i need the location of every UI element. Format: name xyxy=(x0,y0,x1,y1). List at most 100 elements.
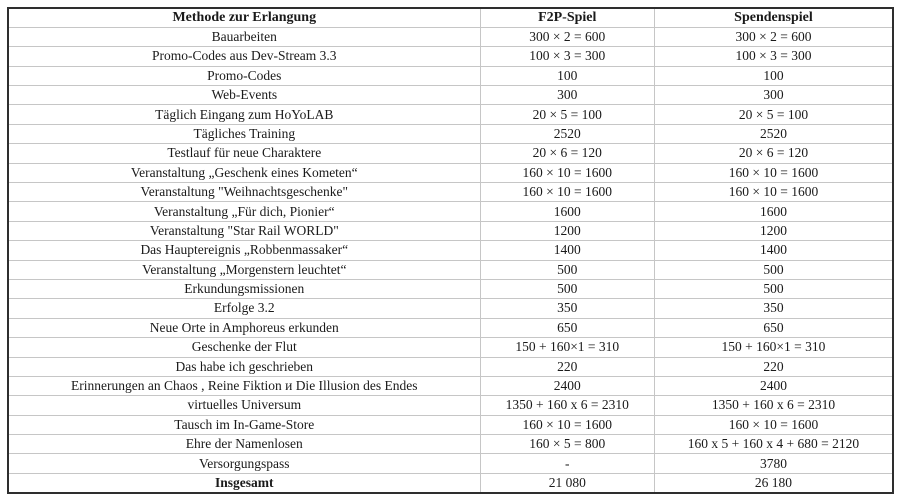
method-cell: Bauarbeiten xyxy=(7,26,481,48)
f2p-cell: 350 xyxy=(479,298,655,319)
donation-cell: 160 × 10 = 1600 xyxy=(653,182,894,203)
method-cell: Erinnerungen an Chaos , Reine Fiktion и … xyxy=(7,375,481,397)
f2p-cell: 1400 xyxy=(479,240,655,261)
f2p-cell: - xyxy=(479,453,655,474)
f2p-cell: 20 × 6 = 120 xyxy=(479,143,655,164)
total-f2p-value: 21 080 xyxy=(479,472,655,494)
table-row: Veranstaltung „Geschenk eines Kometen“ 16… xyxy=(7,162,894,184)
donation-cell: 650 xyxy=(653,317,894,339)
method-cell: Veranstaltung "Weihnachtsgeschenke" xyxy=(7,182,481,203)
f2p-cell: 300 × 2 = 600 xyxy=(479,26,655,48)
donation-cell: 20 × 6 = 120 xyxy=(653,143,894,164)
total-donation-value: 26 180 xyxy=(653,472,894,494)
header-donation: Spendenspiel xyxy=(653,7,894,28)
table-row: Veranstaltung "Star Rail WORLD" 1200 1200 xyxy=(7,220,894,242)
header-method: Methode zur Erlangung xyxy=(7,7,481,28)
table-row: Das habe ich geschrieben 220 220 xyxy=(7,356,894,377)
donation-cell: 1200 xyxy=(653,220,894,242)
donation-cell: 100 xyxy=(653,65,894,87)
total-row: Insgesamt 21 080 26 180 xyxy=(7,472,894,494)
donation-cell: 300 × 2 = 600 xyxy=(653,26,894,48)
method-cell: Testlauf für neue Charaktere xyxy=(7,143,481,164)
total-label: Insgesamt xyxy=(7,472,481,494)
table-row: Neue Orte in Amphoreus erkunden 650 650 xyxy=(7,317,894,339)
f2p-cell: 500 xyxy=(479,278,655,300)
donation-cell: 300 xyxy=(653,85,894,106)
f2p-cell: 650 xyxy=(479,317,655,339)
donation-cell: 500 xyxy=(653,259,894,280)
table-row: Promo-Codes aus Dev-Stream 3.3 100 × 3 = … xyxy=(7,46,894,67)
table-row: Testlauf für neue Charaktere 20 × 6 = 120… xyxy=(7,143,894,164)
header-f2p: F2P-Spiel xyxy=(479,7,655,28)
reward-table: Methode zur Erlangung F2P-Spiel Spendens… xyxy=(7,7,894,494)
f2p-cell: 1200 xyxy=(479,220,655,242)
table-row: Das Hauptereignis „Robbenmassaker“ 1400 14… xyxy=(7,240,894,261)
f2p-cell: 160 × 5 = 800 xyxy=(479,434,655,455)
donation-cell: 2400 xyxy=(653,375,894,397)
donation-cell: 3780 xyxy=(653,453,894,474)
header-row: Methode zur Erlangung F2P-Spiel Spendens… xyxy=(7,7,894,28)
method-cell: Täglich Eingang zum HoYoLAB xyxy=(7,104,481,125)
method-cell: Promo-Codes xyxy=(7,65,481,87)
table-row: Bauarbeiten 300 × 2 = 600 300 × 2 = 600 xyxy=(7,26,894,48)
table-row: Erinnerungen an Chaos , Reine Fiktion и … xyxy=(7,375,894,397)
method-cell: Tausch im In-Game-Store xyxy=(7,414,481,436)
table-row: Erfolge 3.2 350 350 xyxy=(7,298,894,319)
donation-cell: 160 × 10 = 1600 xyxy=(653,162,894,184)
table-row: Tägliches Training 2520 2520 xyxy=(7,123,894,145)
method-cell: Erkundungsmissionen xyxy=(7,278,481,300)
donation-cell: 160 x 5 + 160 x 4 + 680 = 2120 xyxy=(653,434,894,455)
donation-cell: 1600 xyxy=(653,201,894,222)
donation-cell: 20 × 5 = 100 xyxy=(653,104,894,125)
table-row: Veranstaltung „Morgenstern leuchtet“ 500 5… xyxy=(7,259,894,280)
donation-cell: 1400 xyxy=(653,240,894,261)
f2p-cell: 1350 + 160 x 6 = 2310 xyxy=(479,395,655,416)
f2p-cell: 100 xyxy=(479,65,655,87)
donation-cell: 2520 xyxy=(653,123,894,145)
method-cell: Neue Orte in Amphoreus erkunden xyxy=(7,317,481,339)
reward-table-container: Methode zur Erlangung F2P-Spiel Spendens… xyxy=(7,7,894,494)
donation-cell: 100 × 3 = 300 xyxy=(653,46,894,67)
method-cell: Veranstaltung „Für dich, Pionier“ xyxy=(7,201,481,222)
method-cell: Veranstaltung „Morgenstern leuchtet“ xyxy=(7,259,481,280)
table-row: Geschenke der Flut 150 + 160×1 = 310 150 +… xyxy=(7,337,894,358)
table-row: Erkundungsmissionen 500 500 xyxy=(7,278,894,300)
f2p-cell: 2400 xyxy=(479,375,655,397)
f2p-cell: 160 × 10 = 1600 xyxy=(479,182,655,203)
f2p-cell: 150 + 160×1 = 310 xyxy=(479,337,655,358)
f2p-cell: 300 xyxy=(479,85,655,106)
table-row: Veranstaltung "Weihnachtsgeschenke" 160 ×… xyxy=(7,182,894,203)
donation-cell: 1350 + 160 x 6 = 2310 xyxy=(653,395,894,416)
f2p-cell: 2520 xyxy=(479,123,655,145)
donation-cell: 220 xyxy=(653,356,894,377)
table-row: Tausch im In-Game-Store 160 × 10 = 1600 16… xyxy=(7,414,894,436)
table-row: Versorgungspass -3780 xyxy=(7,453,894,474)
method-cell: Erfolge 3.2 xyxy=(7,298,481,319)
method-cell: Veranstaltung „Geschenk eines Kometen“ xyxy=(7,162,481,184)
donation-cell: 150 + 160×1 = 310 xyxy=(653,337,894,358)
method-cell: virtuelles Universum xyxy=(7,395,481,416)
method-cell: Das habe ich geschrieben xyxy=(7,356,481,377)
method-cell: Web-Events xyxy=(7,85,481,106)
method-cell: Geschenke der Flut xyxy=(7,337,481,358)
donation-cell: 500 xyxy=(653,278,894,300)
method-cell: Ehre der Namenlosen xyxy=(7,434,481,455)
f2p-cell: 20 × 5 = 100 xyxy=(479,104,655,125)
donation-cell: 350 xyxy=(653,298,894,319)
table-row: Promo-Codes 100 100 xyxy=(7,65,894,87)
table-footer: Insgesamt 21 080 26 180 xyxy=(7,472,894,494)
table-row: virtuelles Universum 1350 + 160 x 6 = 231… xyxy=(7,395,894,416)
f2p-cell: 100 × 3 = 300 xyxy=(479,46,655,67)
table-body: Bauarbeiten 300 × 2 = 600 300 × 2 = 600 Pro… xyxy=(7,26,894,474)
f2p-cell: 160 × 10 = 1600 xyxy=(479,162,655,184)
method-cell: Das Hauptereignis „Robbenmassaker“ xyxy=(7,240,481,261)
f2p-cell: 220 xyxy=(479,356,655,377)
method-cell: Versorgungspass xyxy=(7,453,481,474)
f2p-cell: 160 × 10 = 1600 xyxy=(479,414,655,436)
method-cell: Tägliches Training xyxy=(7,123,481,145)
f2p-cell: 1600 xyxy=(479,201,655,222)
method-cell: Veranstaltung "Star Rail WORLD" xyxy=(7,220,481,242)
table-row: Ehre der Namenlosen 160 × 5 = 800 160 x 5 … xyxy=(7,434,894,455)
table-row: Veranstaltung „Für dich, Pionier“ 1600 160… xyxy=(7,201,894,222)
donation-cell: 160 × 10 = 1600 xyxy=(653,414,894,436)
